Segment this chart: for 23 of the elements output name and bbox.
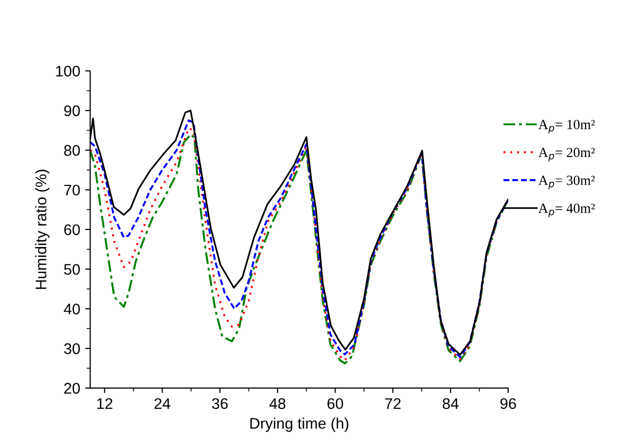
legend-label: A$_{p}$= 30m² bbox=[538, 176, 595, 190]
y-axis-title: Humidity ratio (%) bbox=[35, 170, 50, 289]
y-tick-label: 40 bbox=[64, 304, 80, 314]
x-tick-label: 60 bbox=[327, 398, 344, 410]
y-tick-label: 90 bbox=[64, 105, 80, 116]
y-tick-label: 80 bbox=[64, 145, 80, 156]
legend-label: A$_{p}$= 40m² bbox=[538, 204, 595, 218]
y-tick-label: 100 bbox=[56, 66, 80, 77]
x-tick-label: 12 bbox=[97, 398, 112, 409]
x-tick-label: 84 bbox=[442, 398, 459, 410]
x-tick-label: 24 bbox=[154, 398, 170, 409]
y-tick-label: 50 bbox=[64, 264, 80, 275]
x-tick-label: 72 bbox=[385, 398, 401, 409]
x-tick-label: 48 bbox=[269, 398, 286, 410]
legend-label: A$_{p}$= 10m² bbox=[538, 120, 595, 134]
y-tick-label: 70 bbox=[64, 184, 80, 196]
y-tick-label: 20 bbox=[64, 382, 80, 394]
y-tick-label: 60 bbox=[64, 224, 80, 236]
legend-label: A$_{p}$= 20m² bbox=[538, 148, 595, 162]
x-tick-label: 96 bbox=[500, 398, 516, 410]
x-axis-title: Drying time (h) bbox=[250, 418, 348, 432]
x-tick-label: 36 bbox=[212, 398, 228, 410]
y-tick-label: 30 bbox=[64, 343, 80, 354]
